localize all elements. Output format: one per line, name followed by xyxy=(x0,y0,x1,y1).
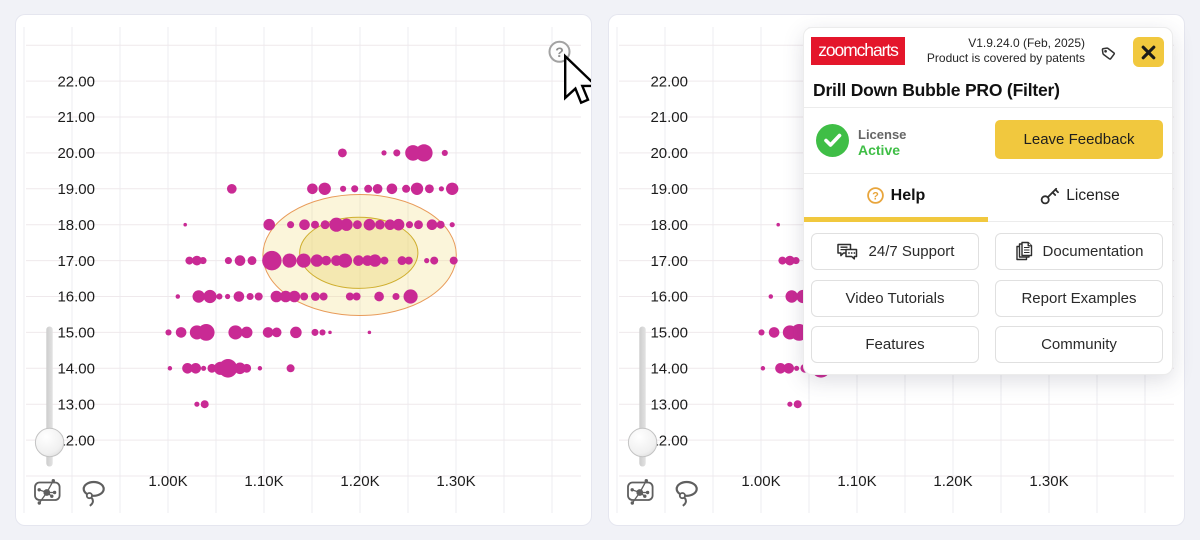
svg-text:12.00: 12.00 xyxy=(650,432,688,449)
svg-text:22.00: 22.00 xyxy=(650,73,688,90)
svg-text:13.00: 13.00 xyxy=(57,396,95,413)
svg-text:20.00: 20.00 xyxy=(650,145,688,162)
svg-text:15.00: 15.00 xyxy=(57,325,95,342)
svg-text:20.00: 20.00 xyxy=(57,145,95,162)
svg-text:17.00: 17.00 xyxy=(650,253,688,270)
svg-text:1.20K: 1.20K xyxy=(933,473,972,490)
svg-text:13.00: 13.00 xyxy=(650,396,688,413)
svg-text:1.00K: 1.00K xyxy=(741,473,780,490)
svg-text:14.00: 14.00 xyxy=(650,361,688,378)
svg-text:21.00: 21.00 xyxy=(650,109,688,126)
svg-text:1.10K: 1.10K xyxy=(244,473,283,490)
svg-text:18.00: 18.00 xyxy=(650,217,688,234)
svg-text:21.00: 21.00 xyxy=(57,109,95,126)
svg-text:1.00K: 1.00K xyxy=(148,473,187,490)
svg-text:15.00: 15.00 xyxy=(650,325,688,342)
svg-text:?: ? xyxy=(872,190,879,202)
svg-text:17.00: 17.00 xyxy=(57,253,95,270)
svg-text:18.00: 18.00 xyxy=(57,217,95,234)
svg-text:19.00: 19.00 xyxy=(650,181,688,198)
svg-text:1.10K: 1.10K xyxy=(837,473,876,490)
svg-text:14.00: 14.00 xyxy=(57,361,95,378)
svg-text:1.30K: 1.30K xyxy=(436,473,475,490)
svg-text:19.00: 19.00 xyxy=(57,181,95,198)
svg-text:12.00: 12.00 xyxy=(57,432,95,449)
svg-text:16.00: 16.00 xyxy=(57,289,95,306)
svg-text:1.20K: 1.20K xyxy=(340,473,379,490)
svg-text:?: ? xyxy=(555,44,564,60)
svg-text:16.00: 16.00 xyxy=(650,289,688,306)
svg-text:1.30K: 1.30K xyxy=(1029,473,1068,490)
svg-text:22.00: 22.00 xyxy=(57,73,95,90)
